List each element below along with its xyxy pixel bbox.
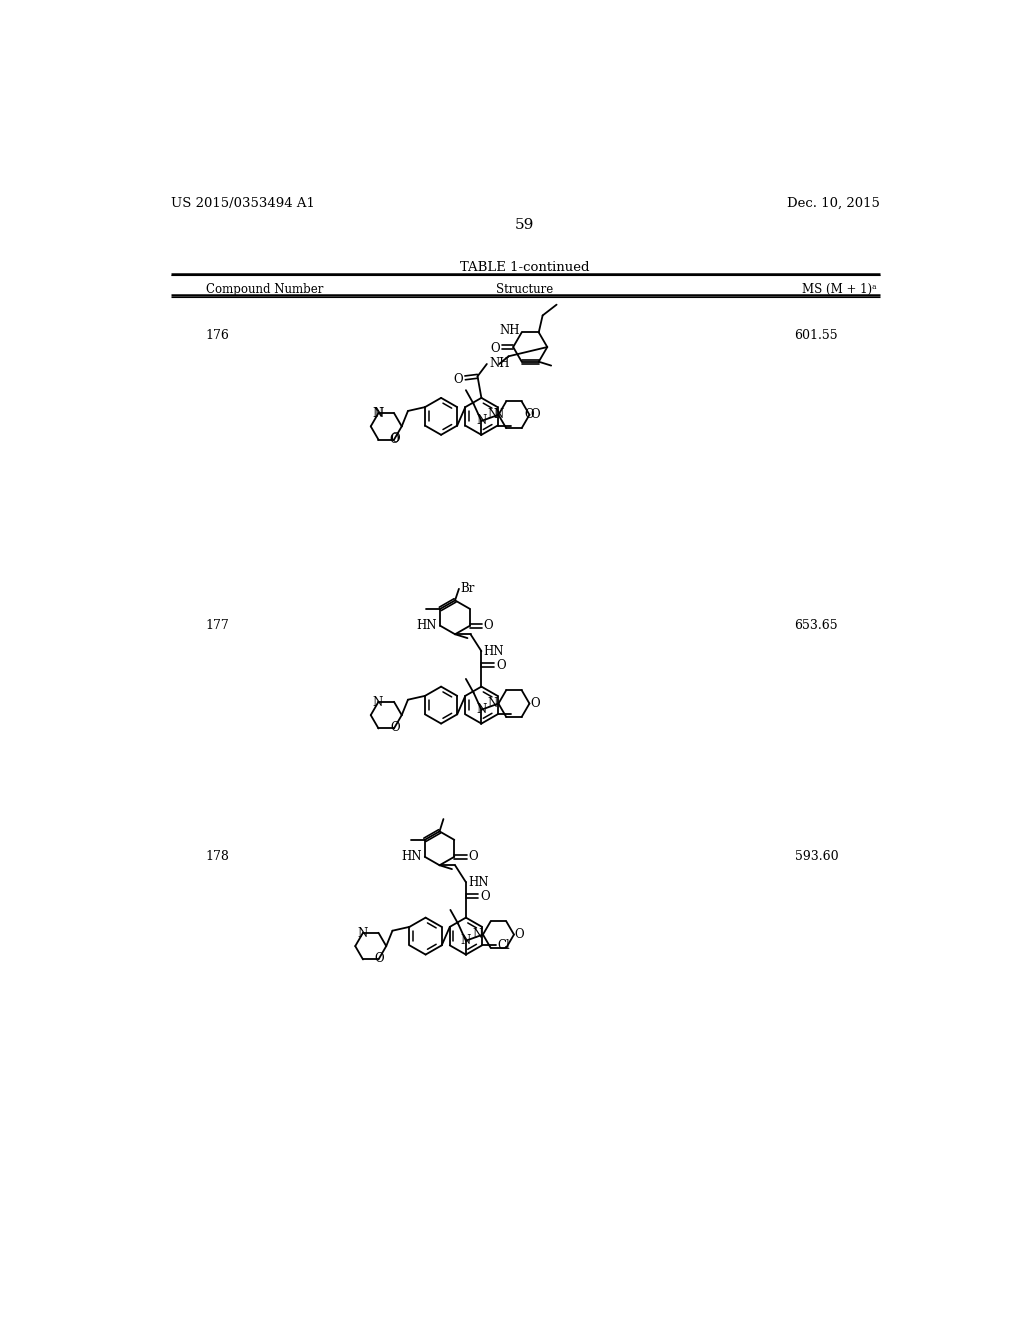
Text: O: O	[454, 372, 463, 385]
Text: 178: 178	[206, 850, 229, 863]
Text: O: O	[390, 721, 399, 734]
Text: 593.60: 593.60	[795, 850, 838, 863]
Text: 59: 59	[515, 218, 535, 232]
Text: O: O	[468, 850, 478, 863]
Text: NH: NH	[489, 358, 510, 371]
Text: O: O	[496, 659, 506, 672]
Text: O: O	[390, 433, 399, 445]
Text: HN: HN	[401, 850, 422, 863]
Text: N: N	[487, 697, 498, 710]
Text: Br: Br	[461, 582, 475, 595]
Text: N: N	[476, 414, 486, 428]
Text: N: N	[373, 408, 383, 420]
Text: US 2015/0353494 A1: US 2015/0353494 A1	[171, 197, 314, 210]
Text: 176: 176	[206, 330, 229, 342]
Text: 601.55: 601.55	[795, 330, 838, 342]
Text: N: N	[374, 407, 384, 420]
Text: NH: NH	[500, 325, 520, 338]
Text: HN: HN	[468, 875, 488, 888]
Text: N: N	[373, 696, 383, 709]
Text: O: O	[389, 433, 398, 446]
Text: O: O	[530, 408, 540, 421]
Text: O: O	[490, 342, 500, 355]
Text: TABLE 1-continued: TABLE 1-continued	[460, 261, 590, 273]
Text: O: O	[480, 890, 490, 903]
Text: Dec. 10, 2015: Dec. 10, 2015	[786, 197, 880, 210]
Text: N: N	[461, 935, 471, 948]
Text: O: O	[375, 952, 384, 965]
Text: 177: 177	[206, 619, 229, 632]
Text: N: N	[487, 408, 498, 421]
Text: O: O	[524, 408, 535, 421]
Text: 653.65: 653.65	[795, 619, 838, 632]
Text: MS (M + 1)ᵃ: MS (M + 1)ᵃ	[802, 284, 877, 296]
Text: N: N	[357, 927, 368, 940]
Text: N: N	[472, 928, 482, 941]
Text: N: N	[494, 408, 504, 421]
Text: Structure: Structure	[497, 284, 553, 296]
Text: HN: HN	[483, 644, 504, 657]
Text: O: O	[530, 697, 540, 710]
Text: Cl: Cl	[498, 939, 510, 952]
Text: HN: HN	[417, 619, 437, 632]
Text: N: N	[476, 704, 486, 717]
Text: Compound Number: Compound Number	[206, 284, 323, 296]
Text: O: O	[515, 928, 524, 941]
Text: O: O	[483, 619, 494, 632]
